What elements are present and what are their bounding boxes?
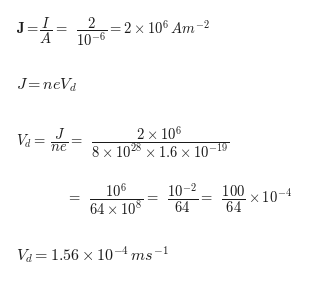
Text: $V_{d} = 1.56 \times 10^{-4}\, ms^{-1}$: $V_{d} = 1.56 \times 10^{-4}\, ms^{-1}$ — [16, 245, 168, 266]
Text: $= \;\; \dfrac{10^{6}}{64 \times 10^{8}} = \;\; \dfrac{10^{-2}}{64} = \;\; \dfra: $= \;\; \dfrac{10^{6}}{64 \times 10^{8}}… — [66, 181, 291, 217]
Text: $\mathbf{J} = \dfrac{I}{A} = \;\; \dfrac{2}{10^{-6}} = 2 \times 10^{6}\, Am^{-2}: $\mathbf{J} = \dfrac{I}{A} = \;\; \dfrac… — [16, 15, 210, 48]
Text: $V_{d} = \;\dfrac{J}{ne} = \;\; \dfrac{2 \times 10^{6}}{8 \times 10^{28} \times : $V_{d} = \;\dfrac{J}{ne} = \;\; \dfrac{2… — [16, 124, 229, 160]
Text: $J = neV_{d}$: $J = neV_{d}$ — [16, 76, 76, 94]
